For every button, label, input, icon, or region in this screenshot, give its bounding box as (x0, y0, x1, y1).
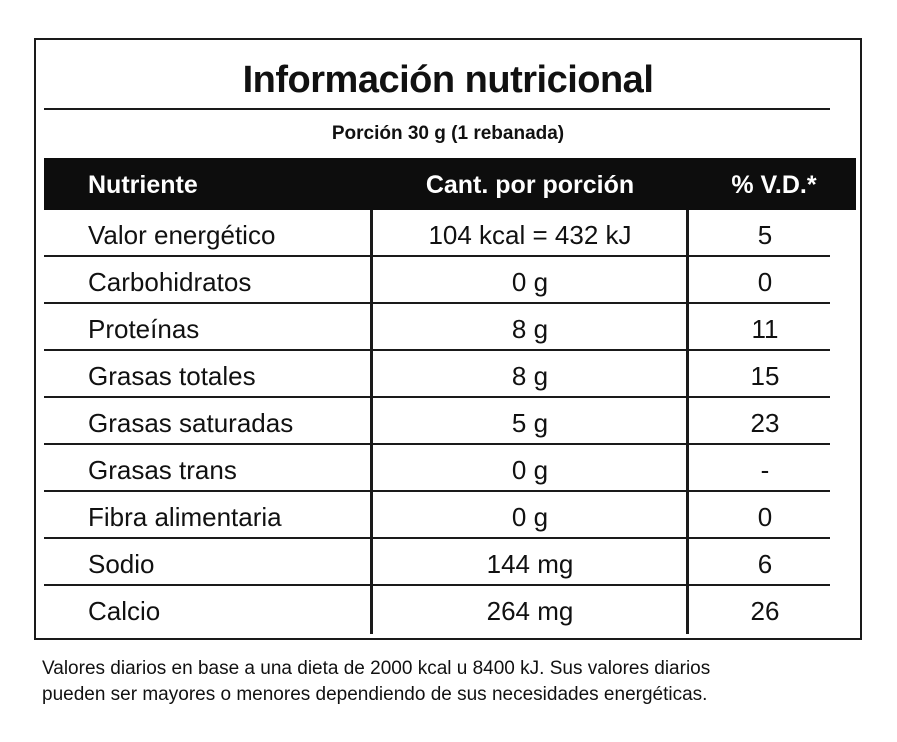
row-divider (44, 302, 830, 304)
header-nutrient: Nutriente (88, 171, 198, 199)
nutrient-daily-value: 11 (751, 314, 779, 344)
table-row: Grasas totales 8 g 15 (44, 351, 830, 398)
table-row: Grasas saturadas 5 g 23 (44, 398, 830, 445)
row-divider (44, 443, 830, 445)
title-divider (44, 108, 830, 110)
nutrient-name: Valor energético (88, 220, 276, 250)
nutrient-daily-value: - (760, 455, 770, 485)
nutrient-name: Proteínas (88, 314, 200, 344)
nutrient-amount: 8 g (511, 361, 549, 391)
nutrient-name: Fibra alimentaria (88, 502, 282, 532)
nutrient-amount: 144 mg (486, 549, 574, 579)
column-divider-amount (370, 210, 373, 634)
label-title: Información nutricional (242, 59, 654, 101)
nutrient-amount: 264 mg (486, 596, 574, 626)
nutrient-daily-value: 23 (750, 408, 780, 438)
nutrient-name: Calcio (88, 596, 161, 626)
table-row: Fibra alimentaria 0 g 0 (44, 492, 830, 539)
header-daily-value: % V.D.* (731, 171, 817, 199)
nutrient-table: Valor energético 104 kcal = 432 kJ 5 Car… (44, 210, 830, 633)
row-divider (44, 255, 830, 257)
nutrient-daily-value: 5 (757, 220, 773, 250)
table-row: Valor energético 104 kcal = 432 kJ 5 (44, 210, 830, 257)
table-row: Calcio 264 mg 26 (44, 586, 830, 633)
nutrient-amount: 0 g (511, 502, 549, 532)
row-divider (44, 584, 830, 586)
nutrient-amount: 0 g (511, 455, 549, 485)
nutrient-daily-value: 6 (757, 549, 773, 579)
portion-size: Porción 30 g (1 rebanada) (331, 123, 565, 144)
table-row: Carbohidratos 0 g 0 (44, 257, 830, 304)
nutrient-daily-value: 0 (757, 502, 773, 532)
nutrient-name: Grasas trans (88, 455, 237, 485)
row-divider (44, 396, 830, 398)
table-row: Sodio 144 mg 6 (44, 539, 830, 586)
footnote-line: pueden ser mayores o menores dependiendo… (42, 684, 708, 705)
nutrient-name: Grasas saturadas (88, 408, 294, 438)
nutrient-daily-value: 15 (750, 361, 780, 391)
nutrient-name: Sodio (88, 549, 155, 579)
row-divider (44, 349, 830, 351)
nutrient-name: Grasas totales (88, 361, 256, 391)
nutrient-amount: 104 kcal = 432 kJ (428, 220, 632, 250)
nutrient-amount: 8 g (511, 314, 549, 344)
header-amount-per-portion: Cant. por porción (425, 171, 635, 199)
table-header: Nutriente Cant. por porción % V.D.* (44, 158, 856, 210)
table-row: Grasas trans 0 g - (44, 445, 830, 492)
column-divider-daily-value (686, 210, 689, 634)
nutrient-daily-value: 26 (750, 596, 780, 626)
nutrition-facts-label: Información nutricional Porción 30 g (1 … (34, 38, 862, 640)
row-divider (44, 537, 830, 539)
footnote-line: Valores diarios en base a una dieta de 2… (42, 658, 711, 679)
nutrient-daily-value: 0 (757, 267, 773, 297)
table-row: Proteínas 8 g 11 (44, 304, 830, 351)
row-divider (44, 490, 830, 492)
nutrient-name: Carbohidratos (88, 267, 252, 297)
daily-value-footnote: Valores diarios en base a una dieta de 2… (42, 656, 882, 708)
nutrient-amount: 5 g (511, 408, 549, 438)
nutrient-amount: 0 g (511, 267, 549, 297)
